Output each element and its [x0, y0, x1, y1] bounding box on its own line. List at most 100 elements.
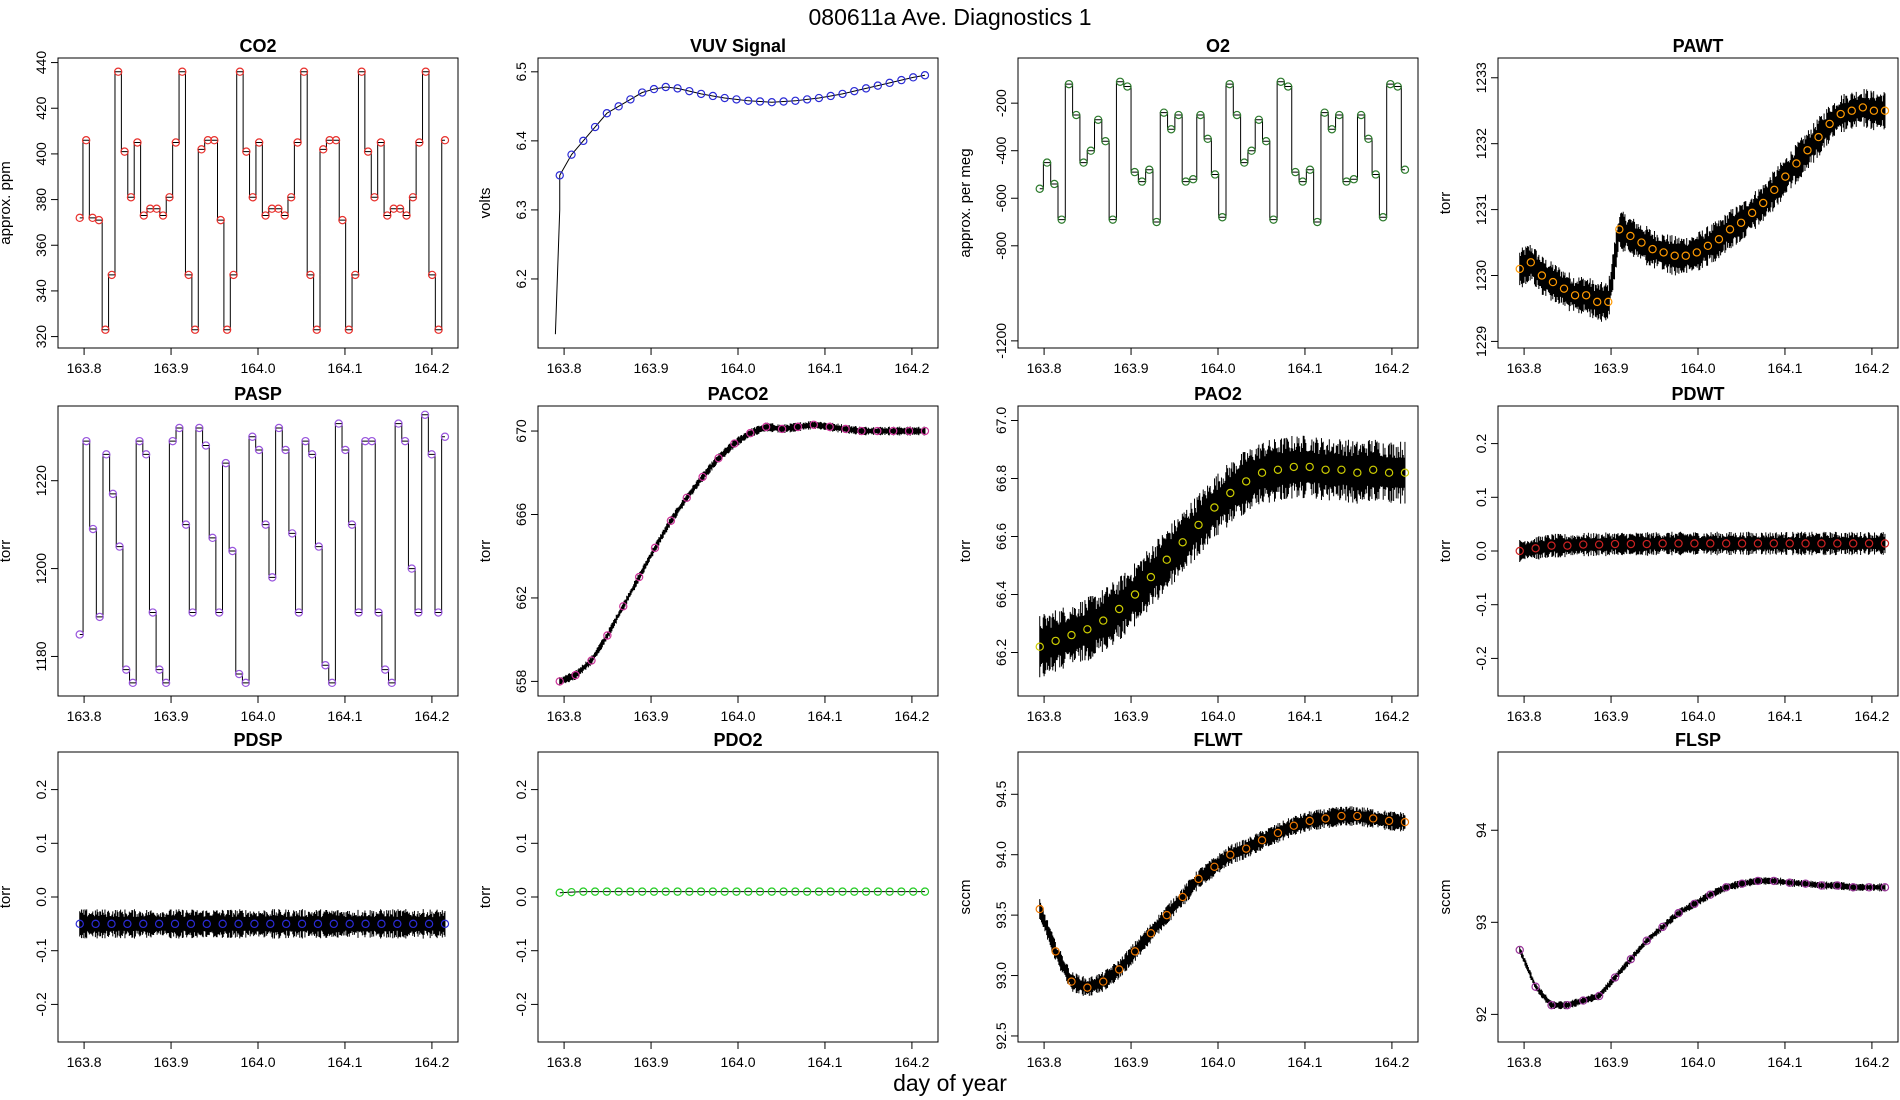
data-point	[1181, 177, 1191, 186]
data-point	[424, 919, 434, 929]
data-point	[1400, 817, 1410, 827]
data-point	[1721, 539, 1731, 548]
x-tick-label: 163.9	[1114, 360, 1149, 376]
data-point	[81, 136, 91, 145]
data-point	[195, 423, 204, 433]
x-tick-label: 163.8	[1027, 708, 1062, 724]
y-tick-label: 0.0	[33, 887, 49, 907]
data-point	[814, 887, 824, 896]
data-point	[1257, 468, 1267, 477]
data-point	[682, 493, 691, 502]
panel-pasp: PASP torr 1180 1200 1220 163.8 163.9 164.0 164.1…	[0, 384, 459, 724]
data-point	[732, 95, 741, 104]
data-point	[234, 919, 243, 929]
data-point	[1321, 465, 1330, 474]
x-tick-label: 164.1	[807, 360, 842, 376]
data-point	[190, 325, 200, 334]
data-point	[1313, 217, 1322, 227]
data-point	[208, 533, 217, 543]
data-point	[408, 193, 418, 202]
data-point	[1067, 630, 1076, 640]
data-point	[1610, 973, 1620, 982]
data-point	[555, 888, 564, 897]
data-point	[1869, 106, 1879, 115]
data-point	[1210, 170, 1220, 179]
data-point	[1159, 108, 1169, 117]
data-point	[861, 84, 871, 93]
data-point	[1384, 816, 1394, 826]
data-point	[229, 270, 238, 280]
data-point	[1642, 936, 1651, 945]
data-point	[393, 919, 402, 929]
data-point	[1232, 110, 1242, 120]
data-point	[1864, 539, 1874, 548]
data-point	[1203, 134, 1212, 144]
x-tick-label: 164.2	[1374, 1054, 1409, 1070]
data-point	[338, 215, 347, 225]
data-point	[1593, 297, 1602, 307]
data-point	[897, 75, 906, 85]
data-point	[1167, 125, 1176, 134]
data-point	[203, 136, 213, 145]
data-point	[649, 84, 659, 94]
x-tick-label: 164.0	[1200, 360, 1235, 376]
data-point	[201, 441, 211, 450]
data-point	[107, 270, 116, 280]
data-point	[268, 573, 277, 582]
y-tick-label: 93	[1473, 914, 1489, 930]
data-point	[344, 325, 354, 334]
data-point	[434, 608, 443, 617]
x-tick-label: 164.0	[1200, 708, 1235, 724]
data-point	[1737, 879, 1747, 888]
x-tick-label: 163.8	[1507, 360, 1542, 376]
series-noise	[1519, 531, 1886, 562]
data-point	[602, 887, 612, 896]
data-point	[281, 919, 291, 929]
data-point	[254, 138, 264, 147]
data-point	[1174, 110, 1183, 120]
data-point	[555, 171, 564, 180]
data-point	[1537, 271, 1547, 280]
data-point	[590, 122, 600, 132]
data-point	[387, 678, 397, 688]
data-point	[165, 193, 174, 202]
data-point	[1803, 146, 1812, 155]
data-point	[571, 670, 580, 680]
data-point	[1706, 890, 1715, 899]
data-point	[1210, 862, 1219, 871]
series-line	[79, 71, 445, 331]
data-point	[777, 424, 787, 434]
y-tick-label: -400	[993, 136, 1009, 164]
plot-frame	[1017, 57, 1419, 349]
series-line	[554, 74, 926, 335]
data-point	[361, 919, 370, 929]
data-point	[1123, 82, 1132, 91]
x-tick-label: 164.2	[1854, 360, 1889, 376]
data-point	[1291, 167, 1300, 177]
data-point	[603, 631, 612, 640]
data-point	[1721, 883, 1731, 892]
x-tick-label: 164.2	[1374, 708, 1409, 724]
y-tick-label: 420	[33, 96, 49, 120]
data-point	[345, 919, 354, 929]
data-point	[1658, 922, 1667, 932]
data-point	[802, 887, 812, 896]
data-layer	[75, 909, 450, 939]
x-tick-label: 164.2	[894, 708, 929, 724]
data-point	[767, 887, 777, 896]
data-point	[82, 436, 91, 446]
data-point	[374, 608, 383, 617]
data-point	[427, 270, 437, 280]
data-point	[307, 450, 317, 459]
y-tick-label: -200	[993, 89, 1009, 117]
data-point	[614, 102, 623, 111]
data-point	[221, 458, 231, 468]
data-point	[186, 919, 196, 929]
data-point	[897, 887, 906, 896]
y-tick-label: 380	[33, 188, 49, 212]
data-point	[274, 423, 284, 433]
data-point	[400, 436, 410, 446]
data-point	[181, 520, 191, 529]
data-point	[761, 422, 771, 432]
y-tick-label: 1200	[33, 553, 49, 584]
